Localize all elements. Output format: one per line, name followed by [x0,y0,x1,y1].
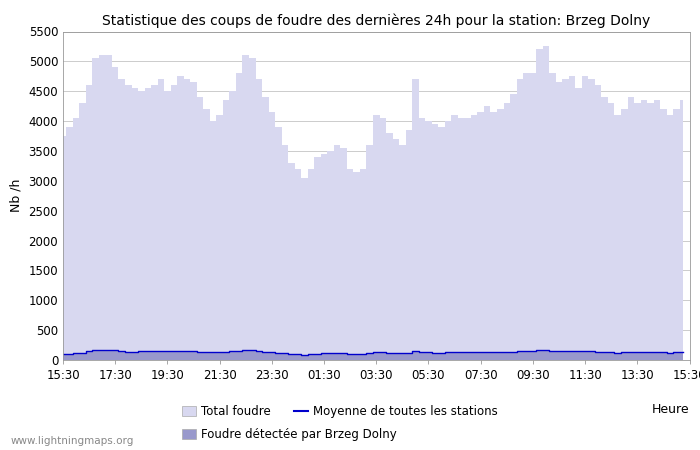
Y-axis label: Nb /h: Nb /h [10,179,23,212]
Legend: Foudre détectée par Brzeg Dolny: Foudre détectée par Brzeg Dolny [182,428,396,441]
Title: Statistique des coups de foudre des dernières 24h pour la station: Brzeg Dolny: Statistique des coups de foudre des dern… [102,13,650,27]
Text: Heure: Heure [652,403,690,416]
Text: www.lightningmaps.org: www.lightningmaps.org [10,436,134,446]
